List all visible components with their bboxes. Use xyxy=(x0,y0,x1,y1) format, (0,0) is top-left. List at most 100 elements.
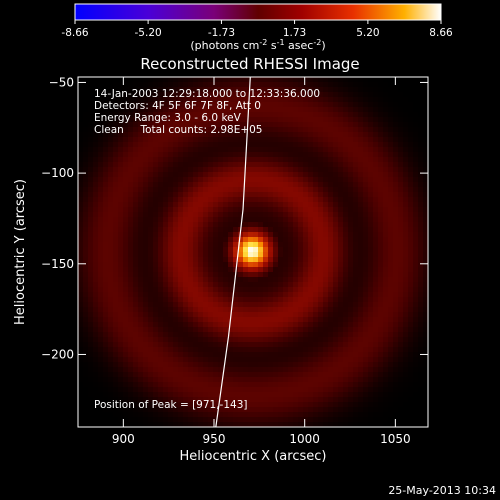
heatmap-cell xyxy=(208,272,214,278)
heatmap-cell xyxy=(308,362,314,368)
heatmap-cell xyxy=(358,107,364,113)
heatmap-cell xyxy=(268,362,274,368)
heatmap-cell xyxy=(383,207,389,213)
heatmap-cell xyxy=(348,82,354,88)
heatmap-cell xyxy=(403,262,409,268)
heatmap-cell xyxy=(118,137,124,143)
heatmap-cell xyxy=(368,222,374,228)
heatmap-cell xyxy=(228,302,234,308)
heatmap-cell xyxy=(328,177,334,183)
heatmap-cell xyxy=(243,237,249,243)
heatmap-cell xyxy=(153,272,159,278)
heatmap-cell xyxy=(268,237,274,243)
heatmap-cell xyxy=(353,92,359,98)
heatmap-cell xyxy=(198,222,204,228)
heatmap-cell xyxy=(83,242,89,248)
heatmap-cell xyxy=(423,77,428,83)
heatmap-cell xyxy=(253,337,259,343)
heatmap-cell xyxy=(373,367,379,373)
heatmap-cell xyxy=(383,252,389,258)
heatmap-cell xyxy=(303,152,309,158)
heatmap-cell xyxy=(418,347,424,353)
heatmap-cell xyxy=(198,117,204,123)
heatmap-cell xyxy=(248,312,254,318)
heatmap-cell xyxy=(333,312,339,318)
heatmap-cell xyxy=(233,397,239,403)
heatmap-cell xyxy=(123,312,129,318)
heatmap-cell xyxy=(173,317,179,323)
heatmap-cell xyxy=(398,412,404,418)
heatmap-cell xyxy=(233,322,239,328)
heatmap-cell xyxy=(308,417,314,423)
heatmap-cell xyxy=(198,367,204,373)
heatmap-cell xyxy=(323,117,329,123)
heatmap-cell xyxy=(233,317,239,323)
heatmap-cell xyxy=(78,212,84,218)
heatmap-cell xyxy=(133,167,139,173)
heatmap-cell xyxy=(103,137,109,143)
heatmap-cell xyxy=(298,412,304,418)
heatmap-cell xyxy=(418,382,424,388)
heatmap-cell xyxy=(403,307,409,313)
heatmap-cell xyxy=(353,107,359,113)
heatmap-cell xyxy=(228,147,234,153)
heatmap-cell xyxy=(293,327,299,333)
heatmap-cell xyxy=(88,297,94,303)
heatmap-cell xyxy=(358,262,364,268)
heatmap-cell xyxy=(248,197,254,203)
heatmap-cell xyxy=(183,357,189,363)
heatmap-cell xyxy=(278,247,284,253)
heatmap-cell xyxy=(148,252,154,258)
heatmap-cell xyxy=(208,352,214,358)
heatmap-cell xyxy=(118,82,124,88)
heatmap-cell xyxy=(338,342,344,348)
heatmap-cell xyxy=(358,132,364,138)
heatmap-cell xyxy=(378,162,384,168)
heatmap-cell xyxy=(413,407,419,413)
heatmap-cell xyxy=(173,77,179,83)
heatmap-cell xyxy=(378,282,384,288)
heatmap-cell xyxy=(403,382,409,388)
heatmap-cell xyxy=(198,327,204,333)
heatmap-cell xyxy=(173,87,179,93)
heatmap-cell xyxy=(248,417,254,423)
heatmap-cell xyxy=(213,197,219,203)
heatmap-cell xyxy=(338,267,344,273)
heatmap-cell xyxy=(138,422,144,427)
heatmap-cell xyxy=(118,222,124,228)
heatmap-cell xyxy=(363,372,369,378)
heatmap-cell xyxy=(263,197,269,203)
heatmap-cell xyxy=(163,387,169,393)
heatmap-cell xyxy=(303,117,309,123)
heatmap-cell xyxy=(248,127,254,133)
heatmap-cell xyxy=(93,182,99,188)
heatmap-cell xyxy=(93,277,99,283)
heatmap-cell xyxy=(223,252,229,258)
heatmap-cell xyxy=(278,422,284,427)
heatmap-cell xyxy=(323,297,329,303)
heatmap-cell xyxy=(258,297,264,303)
heatmap-cell xyxy=(358,367,364,373)
heatmap-cell xyxy=(168,82,174,88)
heatmap-cell xyxy=(113,107,119,113)
heatmap-cell xyxy=(133,332,139,338)
heatmap-cell xyxy=(363,127,369,133)
heatmap-cell xyxy=(308,217,314,223)
heatmap-cell xyxy=(313,182,319,188)
heatmap-cell xyxy=(383,112,389,118)
heatmap-cell xyxy=(413,237,419,243)
heatmap-cell xyxy=(278,417,284,423)
heatmap-cell xyxy=(128,262,134,268)
heatmap-cell xyxy=(338,277,344,283)
heatmap-cell xyxy=(293,382,299,388)
heatmap-cell xyxy=(253,87,259,93)
heatmap-cell xyxy=(353,282,359,288)
heatmap-cell xyxy=(158,302,164,308)
heatmap-cell xyxy=(128,197,134,203)
heatmap-cell xyxy=(308,297,314,303)
heatmap-cell xyxy=(83,202,89,208)
heatmap-cell xyxy=(273,402,279,408)
heatmap-cell xyxy=(188,82,194,88)
heatmap-cell xyxy=(248,87,254,93)
heatmap-cell xyxy=(193,192,199,198)
